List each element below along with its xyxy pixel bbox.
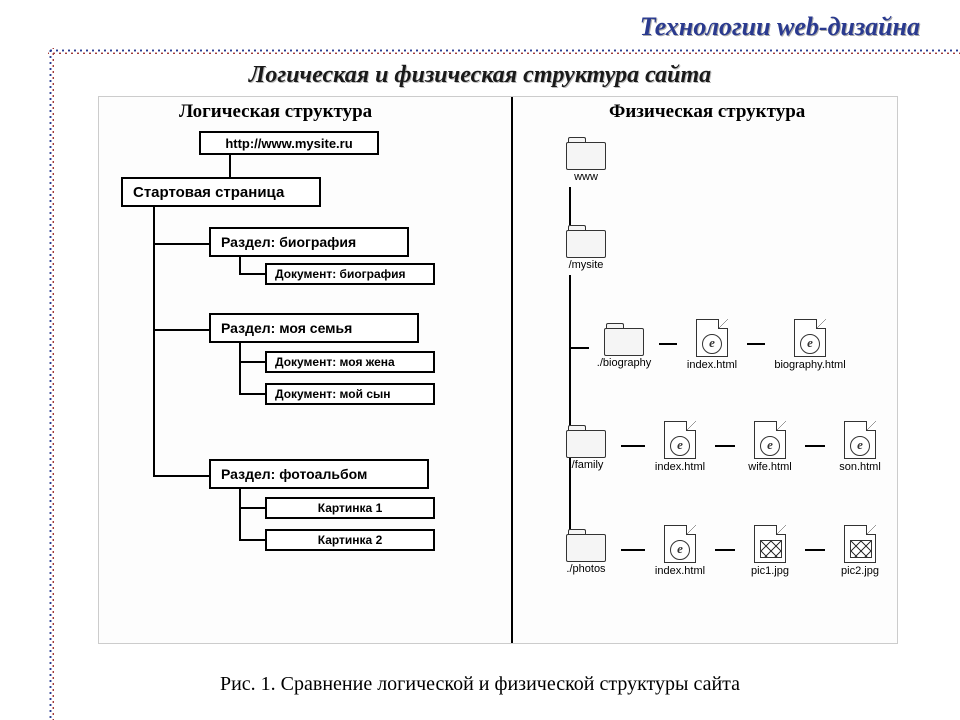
icon-label: ./biography bbox=[589, 357, 659, 369]
connector bbox=[805, 549, 825, 551]
connector bbox=[715, 445, 735, 447]
folder-photos: ./photos bbox=[551, 529, 621, 575]
connector bbox=[239, 393, 265, 395]
folder-biography: ./biography bbox=[589, 323, 659, 369]
file-pic2: pic2.jpg bbox=[825, 525, 895, 577]
icon-label: ./photos bbox=[551, 563, 621, 575]
connector bbox=[569, 347, 589, 349]
icon-label: pic2.jpg bbox=[825, 565, 895, 577]
connector bbox=[239, 361, 265, 363]
doc-box: Картинка 2 bbox=[265, 529, 435, 551]
connector bbox=[153, 207, 155, 477]
connector bbox=[229, 155, 231, 177]
connector bbox=[659, 343, 677, 345]
folder-icon bbox=[566, 425, 606, 457]
connector bbox=[621, 445, 645, 447]
icon-label: ./family bbox=[551, 459, 621, 471]
section-box: Раздел: моя семья bbox=[209, 313, 419, 343]
file-son: son.html bbox=[825, 421, 895, 473]
html-file-icon bbox=[754, 421, 786, 459]
url-box: http://www.mysite.ru bbox=[199, 131, 379, 155]
connector bbox=[153, 329, 209, 331]
connector bbox=[805, 445, 825, 447]
icon-label: index.html bbox=[677, 359, 747, 371]
file-pic1: pic1.jpg bbox=[735, 525, 805, 577]
file-wife: wife.html bbox=[735, 421, 805, 473]
icon-label: index.html bbox=[645, 565, 715, 577]
connector bbox=[239, 343, 241, 395]
icon-label: www bbox=[551, 171, 621, 183]
connector bbox=[239, 539, 265, 541]
folder-icon bbox=[604, 323, 644, 355]
html-file-icon bbox=[664, 421, 696, 459]
icon-label: wife.html bbox=[735, 461, 805, 473]
file-index-3: index.html bbox=[645, 525, 715, 577]
connector bbox=[239, 489, 241, 541]
figure-caption: Рис. 1. Сравнение логической и физическо… bbox=[0, 673, 960, 696]
icon-label: /mysite bbox=[551, 259, 621, 271]
doc-box: Документ: биография bbox=[265, 263, 435, 285]
folder-icon bbox=[566, 529, 606, 561]
column-divider bbox=[511, 97, 513, 643]
image-file-icon bbox=[754, 525, 786, 563]
html-file-icon bbox=[844, 421, 876, 459]
section-box: Раздел: фотоальбом bbox=[209, 459, 429, 489]
file-index-2: index.html bbox=[645, 421, 715, 473]
doc-box: Документ: мой сын bbox=[265, 383, 435, 405]
html-file-icon bbox=[794, 319, 826, 357]
connector bbox=[621, 549, 645, 551]
icon-label: pic1.jpg bbox=[735, 565, 805, 577]
connector bbox=[153, 243, 209, 245]
page-title: Технологии web-дизайна bbox=[640, 12, 920, 42]
vertical-rule bbox=[48, 48, 54, 720]
doc-box: Картинка 1 bbox=[265, 497, 435, 519]
icon-label: son.html bbox=[825, 461, 895, 473]
logical-title: Логическая структура bbox=[179, 101, 372, 123]
html-file-icon bbox=[664, 525, 696, 563]
file-biography: biography.html bbox=[765, 319, 855, 371]
folder-mysite: /mysite bbox=[551, 225, 621, 271]
icon-label: index.html bbox=[645, 461, 715, 473]
root-box: Стартовая страница bbox=[121, 177, 321, 207]
folder-family: ./family bbox=[551, 425, 621, 471]
connector bbox=[239, 273, 265, 275]
file-index-1: index.html bbox=[677, 319, 747, 371]
physical-title: Физическая структура bbox=[609, 101, 805, 123]
image-file-icon bbox=[844, 525, 876, 563]
folder-icon bbox=[566, 137, 606, 169]
folder-www: www bbox=[551, 137, 621, 183]
connector bbox=[239, 507, 265, 509]
connector bbox=[153, 475, 209, 477]
doc-box: Документ: моя жена bbox=[265, 351, 435, 373]
connector bbox=[715, 549, 735, 551]
connector bbox=[747, 343, 765, 345]
icon-label: biography.html bbox=[765, 359, 855, 371]
folder-icon bbox=[566, 225, 606, 257]
comparison-diagram: Логическая структура http://www.mysite.r… bbox=[98, 96, 898, 644]
connector bbox=[569, 187, 571, 225]
page-subtitle: Логическая и физическая структура сайта bbox=[0, 62, 960, 89]
section-box: Раздел: биография bbox=[209, 227, 409, 257]
connector bbox=[239, 257, 241, 273]
horizontal-rule bbox=[48, 48, 960, 54]
html-file-icon bbox=[696, 319, 728, 357]
connector bbox=[569, 275, 571, 555]
